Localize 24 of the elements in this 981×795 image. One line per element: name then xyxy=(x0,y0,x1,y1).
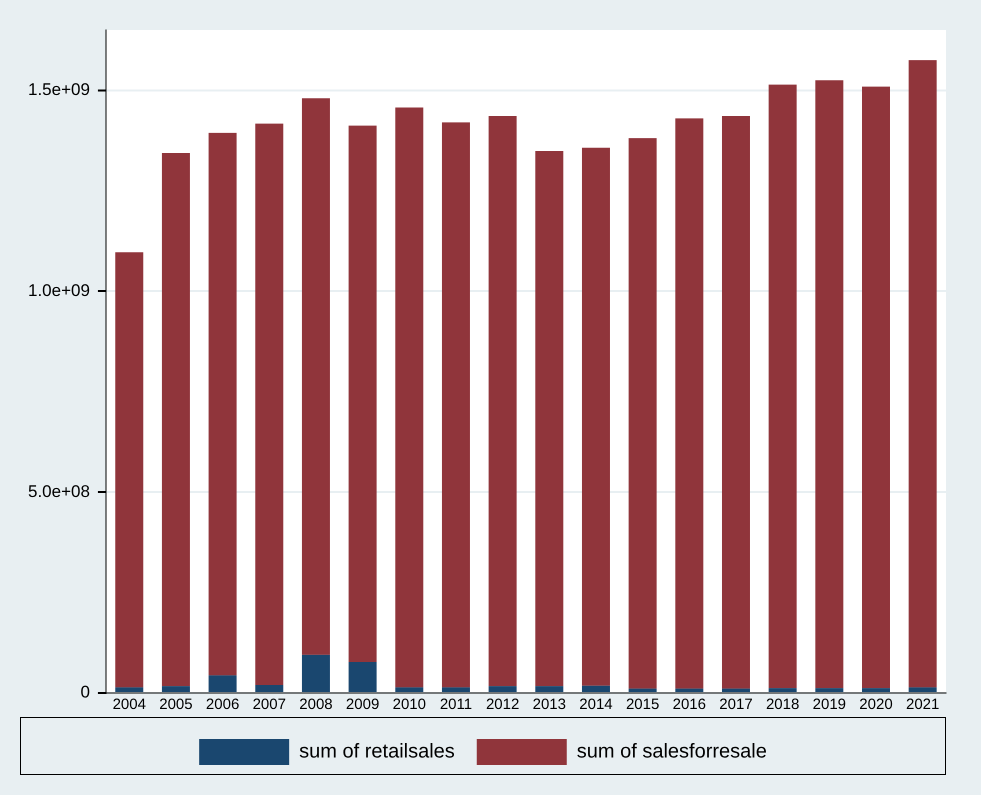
y-tick-label: 1.5e+09 xyxy=(28,80,90,99)
y-tick-label: 1.0e+09 xyxy=(28,280,90,300)
x-tick-label: 2006 xyxy=(206,696,240,714)
x-tick-label: 2017 xyxy=(719,696,753,714)
x-tick-label: 2004 xyxy=(112,696,146,714)
x-tick-label: 2012 xyxy=(486,696,520,714)
x-tick-label: 2011 xyxy=(440,696,472,714)
x-tick-label: 2020 xyxy=(859,696,893,714)
x-tick-label: 2009 xyxy=(346,696,380,714)
y-tick-label: 0 xyxy=(80,682,90,702)
x-tick-label: 2019 xyxy=(812,696,846,714)
x-tick-label: 2015 xyxy=(626,696,660,714)
x-tick-label: 2010 xyxy=(392,696,426,714)
x-tick-label: 2016 xyxy=(672,696,706,714)
legend-label: sum of retailsales xyxy=(299,740,455,763)
y-tick-label: 5.0e+08 xyxy=(28,482,90,501)
x-tick-label: 2013 xyxy=(532,696,566,714)
legend-label: sum of salesforresale xyxy=(576,740,767,763)
x-tick-label: 2014 xyxy=(579,696,613,714)
x-tick-label: 2007 xyxy=(252,696,286,714)
x-tick-label: 2018 xyxy=(766,696,800,714)
x-tick-label: 2008 xyxy=(299,696,333,714)
x-tick-label: 2021 xyxy=(906,696,940,714)
x-tick-label: 2005 xyxy=(159,696,193,714)
